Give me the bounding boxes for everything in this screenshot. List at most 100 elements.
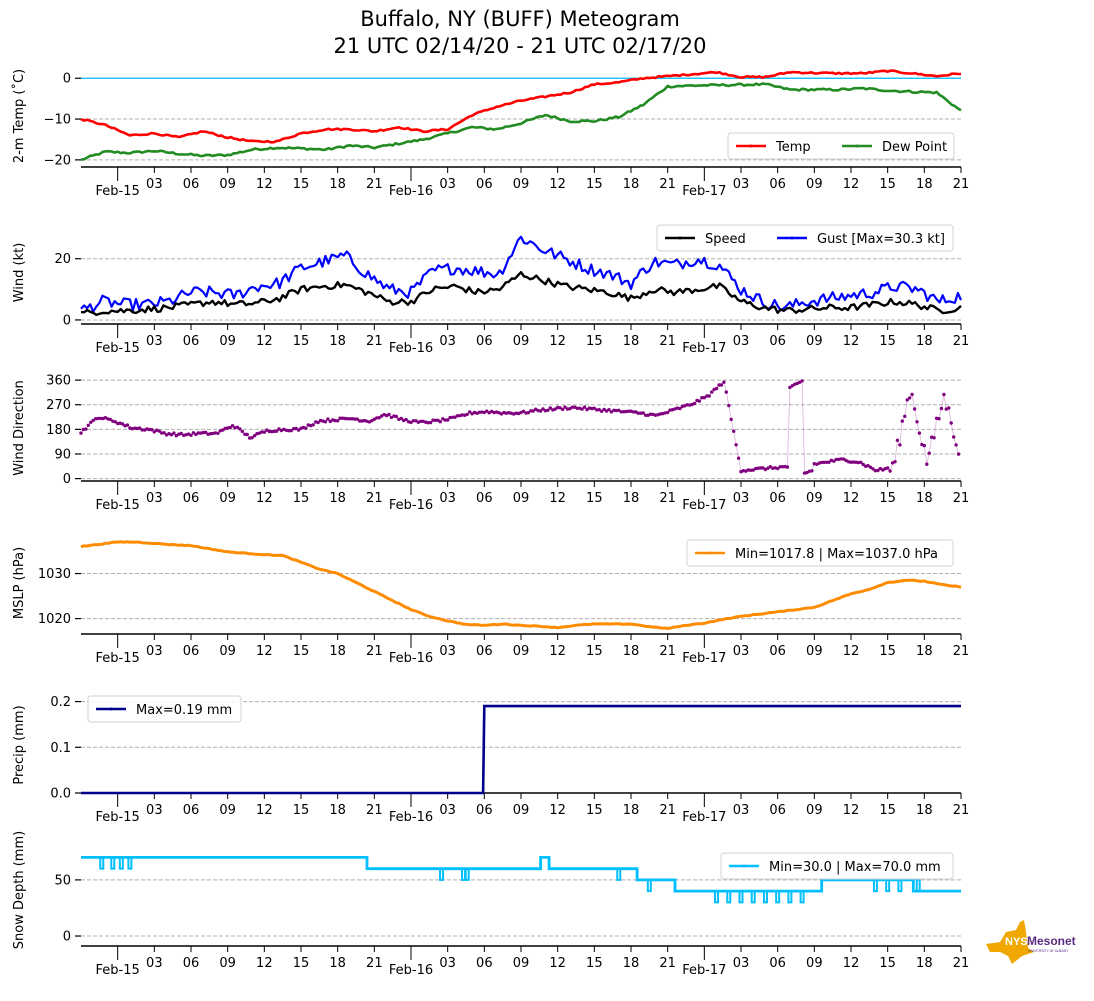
chart-title-line1: Buffalo, NY (BUFF) Meteogram (360, 7, 680, 31)
wind-direction-trace (80, 380, 959, 474)
temp-xtick-label: 21 (366, 177, 383, 192)
temp-xtick-label: 03 (146, 177, 163, 192)
legend-label: Speed (705, 232, 746, 247)
nys-mesonet-logo: NYS Mesonet UNIVERSITY AT ALBANY (982, 918, 1090, 970)
precip-xtick-label: 12 (256, 803, 273, 818)
wind-xtick-label: 12 (843, 334, 860, 349)
wdir-xtick-label: 21 (659, 491, 676, 506)
new-york-state-icon: NYS Mesonet UNIVERSITY AT ALBANY (986, 920, 1076, 964)
precip-xtick-label: 18 (329, 803, 346, 818)
snow-xtick-label: 15 (879, 956, 896, 971)
wind-direction-point (147, 427, 152, 432)
wind-direction-point (592, 406, 596, 410)
wind-direction-point (905, 398, 909, 402)
wind-direction-point (399, 416, 403, 421)
wind-direction-point (460, 413, 464, 417)
wind-xtick-label: 03 (439, 334, 456, 349)
wind-direction-point (666, 410, 670, 415)
snow-depth-dip (726, 891, 732, 904)
precip-xtick-label: 03 (733, 803, 750, 818)
snow-depth-dip (118, 857, 124, 870)
wind-direction-point (162, 431, 166, 435)
wind-direction-point (470, 412, 474, 416)
speed-line (80, 271, 962, 317)
wdir-xtick-label: 15 (293, 491, 310, 506)
wind-direction-point (108, 417, 113, 422)
wind-ylabel: Wind (kt) (12, 243, 27, 303)
wind-direction-point (230, 424, 235, 428)
chart-title: Buffalo, NY (BUFF) Meteogram 21 UTC 02/1… (0, 6, 1040, 60)
temp-xtick-label: 21 (659, 177, 676, 192)
mslp-xtick-label: 18 (916, 644, 933, 659)
mslp-xtick-label: 09 (513, 644, 530, 659)
mslp-xtick-label: 03 (146, 644, 163, 659)
wind-direction-point (800, 379, 804, 383)
wind-direction-point (710, 390, 714, 394)
mslp-line (80, 540, 962, 630)
wind-direction-point (191, 431, 196, 435)
wind-direction-point (450, 415, 455, 419)
wind-panel: 0 20 Wind (kt) 03 06 09 12 15 18 21 03 06 09 12 15 18 21… (12, 224, 969, 356)
wind-direction-point (81, 427, 86, 432)
wind-direction-point (521, 409, 526, 413)
temp-xtick-label: 03 (733, 177, 750, 192)
wind-direction-point (956, 452, 961, 456)
snow-depth-dip (775, 891, 781, 904)
wind-direction-point (289, 428, 293, 433)
wind-day-label: Feb-16 (389, 341, 433, 356)
mslp-xtick-label: 12 (549, 644, 566, 659)
wind-direction-point (499, 412, 504, 416)
mslp-xtick-label: 06 (769, 644, 786, 659)
snow-xtick-label: 06 (183, 956, 200, 971)
wind-direction-point (89, 420, 93, 424)
temp-ylabel: 2-m Temp (˚C) (11, 69, 27, 163)
precip-xtick-label: 12 (843, 803, 860, 818)
temp-ytick-label: −10 (44, 113, 71, 128)
mslp-xtick-label: 09 (806, 644, 823, 659)
snow-xtick-label: 18 (623, 956, 640, 971)
legend-label: Min=1017.8 | Max=1037.0 hPa (735, 547, 938, 562)
mslp-day-label: Feb-16 (389, 651, 433, 666)
wind-direction-point (238, 427, 242, 431)
wdir-xtick-label: 03 (733, 491, 750, 506)
legend-box (720, 852, 954, 880)
wind-direction-point (172, 431, 176, 435)
wind-direction-point (954, 443, 958, 447)
wind-direction-point (204, 430, 208, 434)
wind-direction-point (446, 418, 450, 422)
wind-direction-point (120, 422, 125, 426)
wind-direction-point (717, 383, 721, 387)
wind-direction-point (778, 465, 782, 469)
wind-direction-point (174, 434, 178, 438)
wind-direction-point (394, 414, 398, 419)
wind-direction-point (169, 433, 174, 437)
wind-direction-point (428, 420, 433, 425)
snow-xtick-label: 06 (476, 956, 493, 971)
precip-ytick-label: 0.0 (50, 787, 71, 802)
wind-direction-point (607, 408, 611, 412)
wind-direction-point (328, 419, 332, 424)
temp-xtick-label: 09 (219, 177, 236, 192)
wdir-xtick-label: 12 (256, 491, 273, 506)
precip-xtick-label: 06 (183, 803, 200, 818)
mslp-xtick-label: 06 (183, 644, 200, 659)
snow-xtick-label: 15 (293, 956, 310, 971)
wind-xtick-label: 18 (329, 334, 346, 349)
mslp-xtick-label: 15 (586, 644, 603, 659)
wind-direction-point (152, 430, 156, 434)
temp-xtick-label: 03 (439, 177, 456, 192)
wind-xtick-label: 12 (549, 334, 566, 349)
wind-xtick-label: 15 (879, 334, 896, 349)
wdir-xtick-label: 09 (219, 491, 236, 506)
wind-direction-point (714, 386, 719, 391)
precip-line (81, 704, 961, 795)
wind-direction-point (514, 411, 518, 415)
snow-depth-dip (461, 868, 467, 881)
snow-day-label: Feb-16 (389, 963, 433, 978)
snow-depth-dip (714, 891, 720, 904)
snow-depth-dip (127, 857, 133, 870)
wind-direction-point (910, 392, 914, 397)
snow-depth-dip (799, 891, 805, 904)
wind-direction-point (895, 438, 900, 442)
